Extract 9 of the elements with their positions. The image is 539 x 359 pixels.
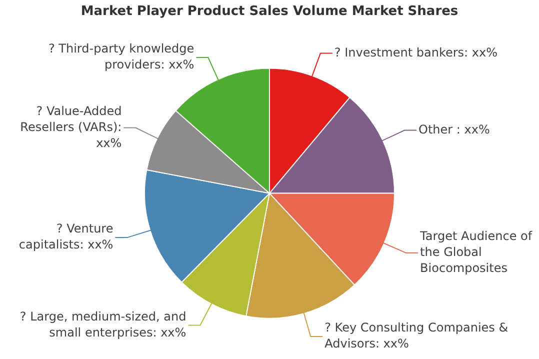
chart-title: Market Player Product Sales Volume Market Shares xyxy=(80,4,458,20)
slice-label: ? Key Consulting Companies & Advisors: xx% xyxy=(324,320,508,351)
slice-label: Target Audience of the Global Biocomposites xyxy=(419,229,533,276)
slice-label: ? Large, medium-sized, and small enterprises: xx% xyxy=(20,309,186,340)
slice-label: ? Third-party knowledge providers: xx% xyxy=(48,42,194,72)
slice-label: ? Investment bankers: xx% xyxy=(334,45,498,60)
slice-label: Other : xx% xyxy=(418,122,490,136)
slice-label: ? Venture capitalists: xx% xyxy=(18,222,114,252)
slice-label: ? Value-Added Resellers (VARs): xx% xyxy=(20,104,122,150)
